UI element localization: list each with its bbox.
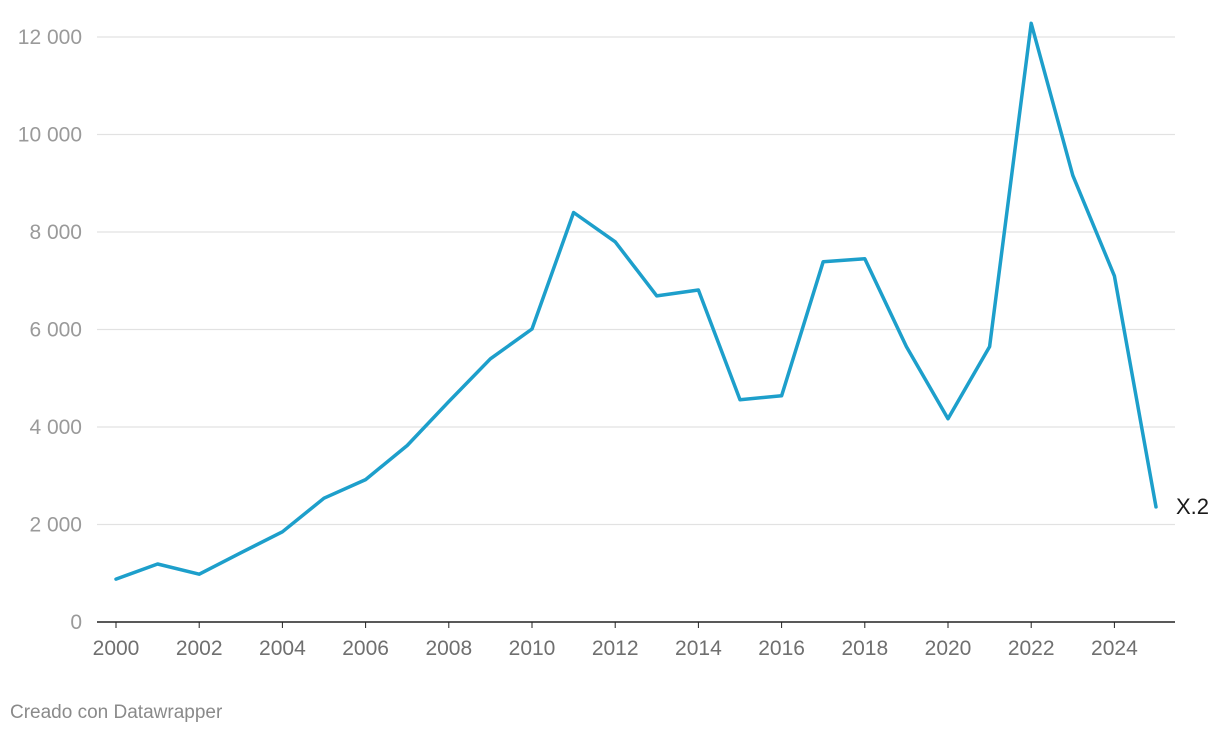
x-tick-label: 2018 <box>841 637 888 660</box>
y-tick-label: 0 <box>70 611 82 634</box>
x-tick-label: 2024 <box>1091 637 1138 660</box>
y-tick-label: 2 000 <box>29 514 82 537</box>
x-tick-label: 2010 <box>509 637 556 660</box>
x-tick-label: 2004 <box>259 637 306 660</box>
x-tick-label: 2012 <box>592 637 639 660</box>
x-tick-label: 2020 <box>925 637 972 660</box>
x-tick-label: 2016 <box>758 637 805 660</box>
y-tick-label: 8 000 <box>29 221 82 244</box>
x-tick-label: 2022 <box>1008 637 1055 660</box>
x-tick-label: 2014 <box>675 637 722 660</box>
y-tick-label: 6 000 <box>29 319 82 342</box>
x-tick-label: 2002 <box>176 637 223 660</box>
x-axis-ticks: 2000 2002 2004 2006 2008 2010 2012 2014 2016 2018… <box>93 622 1138 660</box>
y-axis-ticks: 0 2 000 4 000 6 000 8 000 10 000 12 000 <box>18 26 82 634</box>
y-tick-label: 12 000 <box>18 26 82 49</box>
series-label: X.2 <box>1176 494 1209 519</box>
series-group: X.2 <box>114 21 1209 581</box>
x-tick-label: 2000 <box>93 637 140 660</box>
y-tick-label: 4 000 <box>29 416 82 439</box>
series-line <box>114 21 1158 581</box>
x-tick-label: 2006 <box>342 637 389 660</box>
y-tick-label: 10 000 <box>18 124 82 147</box>
credit-text: Creado con Datawrapper <box>10 702 223 723</box>
x-tick-label: 2008 <box>425 637 472 660</box>
gridlines <box>97 36 1175 526</box>
